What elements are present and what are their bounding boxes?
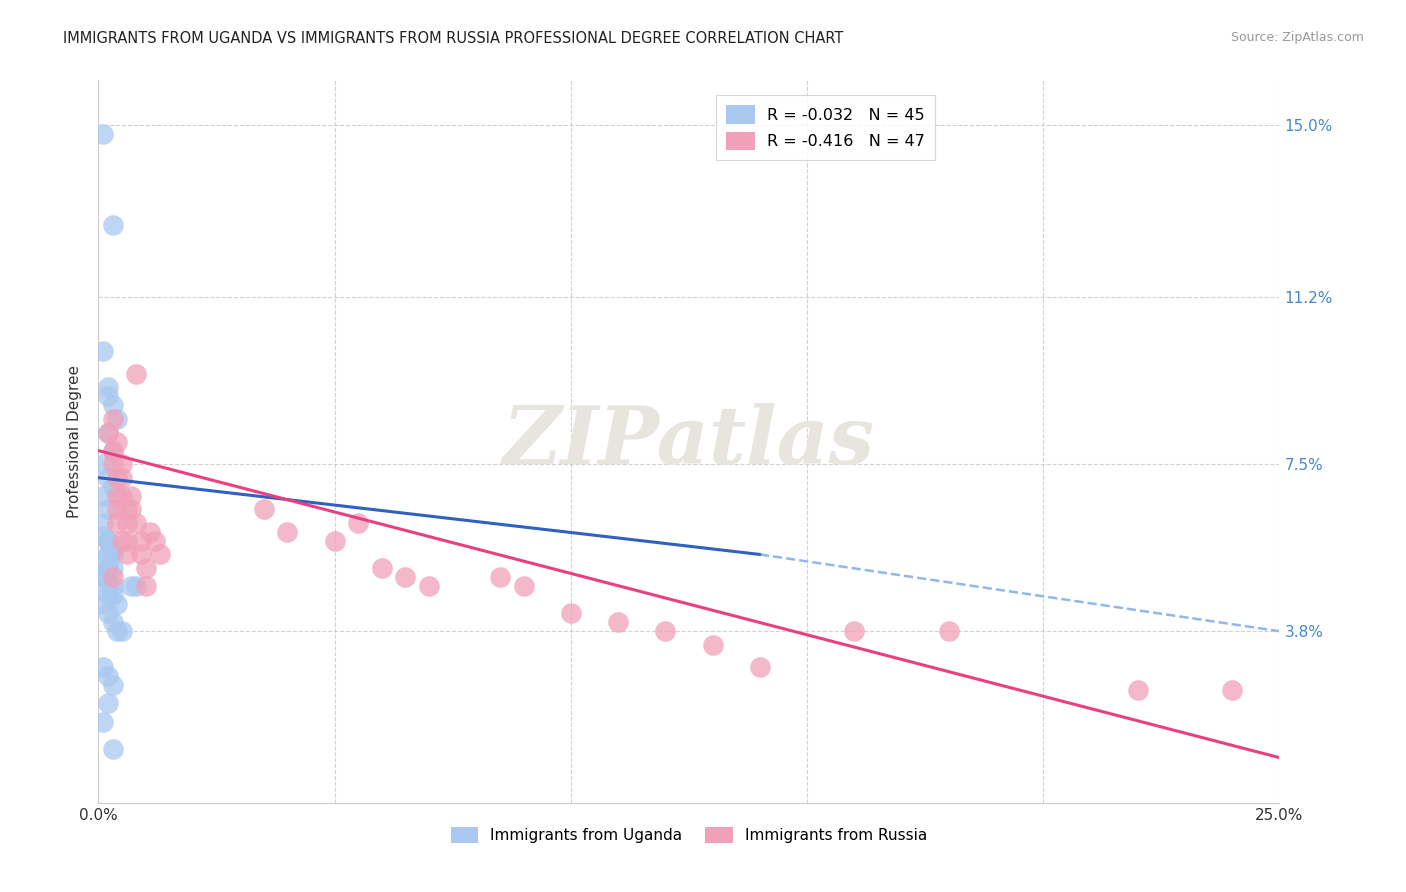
Point <box>101 548 124 562</box>
Point <box>105 516 128 530</box>
Point <box>97 471 120 485</box>
Point <box>101 480 124 494</box>
Point <box>115 533 138 548</box>
Point <box>111 457 134 471</box>
Point <box>748 660 770 674</box>
Point <box>489 570 512 584</box>
Point <box>105 597 128 611</box>
Point <box>97 548 120 562</box>
Text: ZIPatlas: ZIPatlas <box>503 403 875 480</box>
Point <box>111 624 134 639</box>
Point <box>97 579 120 593</box>
Point <box>97 389 120 403</box>
Point <box>91 570 114 584</box>
Point <box>135 561 157 575</box>
Point <box>149 548 172 562</box>
Point <box>91 570 114 584</box>
Legend: Immigrants from Uganda, Immigrants from Russia: Immigrants from Uganda, Immigrants from … <box>444 822 934 849</box>
Point <box>101 615 124 630</box>
Point <box>101 678 124 692</box>
Point <box>276 524 298 539</box>
Point <box>125 579 148 593</box>
Text: Source: ZipAtlas.com: Source: ZipAtlas.com <box>1230 31 1364 45</box>
Point <box>115 548 138 562</box>
Point <box>105 624 128 639</box>
Point <box>97 561 120 575</box>
Point <box>560 606 582 620</box>
Point <box>101 741 124 756</box>
Point <box>105 502 128 516</box>
Point <box>97 588 120 602</box>
Point <box>111 489 134 503</box>
Point <box>607 615 630 630</box>
Point <box>91 516 114 530</box>
Point <box>101 542 124 557</box>
Point <box>91 529 114 543</box>
Point <box>101 412 124 426</box>
Point <box>97 533 120 548</box>
Point <box>129 533 152 548</box>
Point <box>101 398 124 412</box>
Point <box>125 367 148 381</box>
Point <box>91 457 114 471</box>
Point <box>101 218 124 232</box>
Point <box>97 561 120 575</box>
Point <box>418 579 440 593</box>
Point <box>97 606 120 620</box>
Point <box>101 588 124 602</box>
Point <box>91 344 114 359</box>
Point <box>91 714 114 729</box>
Point <box>101 443 124 458</box>
Point <box>101 457 124 471</box>
Point <box>938 624 960 639</box>
Point <box>347 516 370 530</box>
Point <box>702 638 724 652</box>
Point <box>844 624 866 639</box>
Point <box>394 570 416 584</box>
Point <box>129 548 152 562</box>
Point <box>139 524 162 539</box>
Point <box>121 579 143 593</box>
Point <box>111 533 134 548</box>
Point <box>121 489 143 503</box>
Point <box>101 561 124 575</box>
Point <box>135 579 157 593</box>
Point <box>97 533 120 548</box>
Point <box>105 489 128 503</box>
Point <box>371 561 394 575</box>
Point <box>97 502 120 516</box>
Point <box>1220 682 1243 697</box>
Point <box>91 552 114 566</box>
Point <box>97 425 120 440</box>
Point <box>1126 682 1149 697</box>
Point <box>121 502 143 516</box>
Point <box>323 533 346 548</box>
Point <box>105 434 128 449</box>
Point <box>115 502 138 516</box>
Point <box>143 533 166 548</box>
Point <box>111 471 134 485</box>
Point <box>101 443 124 458</box>
Point <box>91 489 114 503</box>
Point <box>97 425 120 440</box>
Point <box>101 570 124 584</box>
Y-axis label: Professional Degree: Professional Degree <box>67 365 83 518</box>
Point <box>91 128 114 142</box>
Point <box>115 516 138 530</box>
Point <box>101 579 124 593</box>
Point <box>654 624 676 639</box>
Point <box>97 697 120 711</box>
Point <box>97 669 120 683</box>
Point <box>97 380 120 394</box>
Point <box>105 412 128 426</box>
Point <box>105 471 128 485</box>
Point <box>125 516 148 530</box>
Text: IMMIGRANTS FROM UGANDA VS IMMIGRANTS FROM RUSSIA PROFESSIONAL DEGREE CORRELATION: IMMIGRANTS FROM UGANDA VS IMMIGRANTS FRO… <box>63 31 844 46</box>
Point <box>91 660 114 674</box>
Point <box>253 502 276 516</box>
Point <box>512 579 534 593</box>
Point <box>91 597 114 611</box>
